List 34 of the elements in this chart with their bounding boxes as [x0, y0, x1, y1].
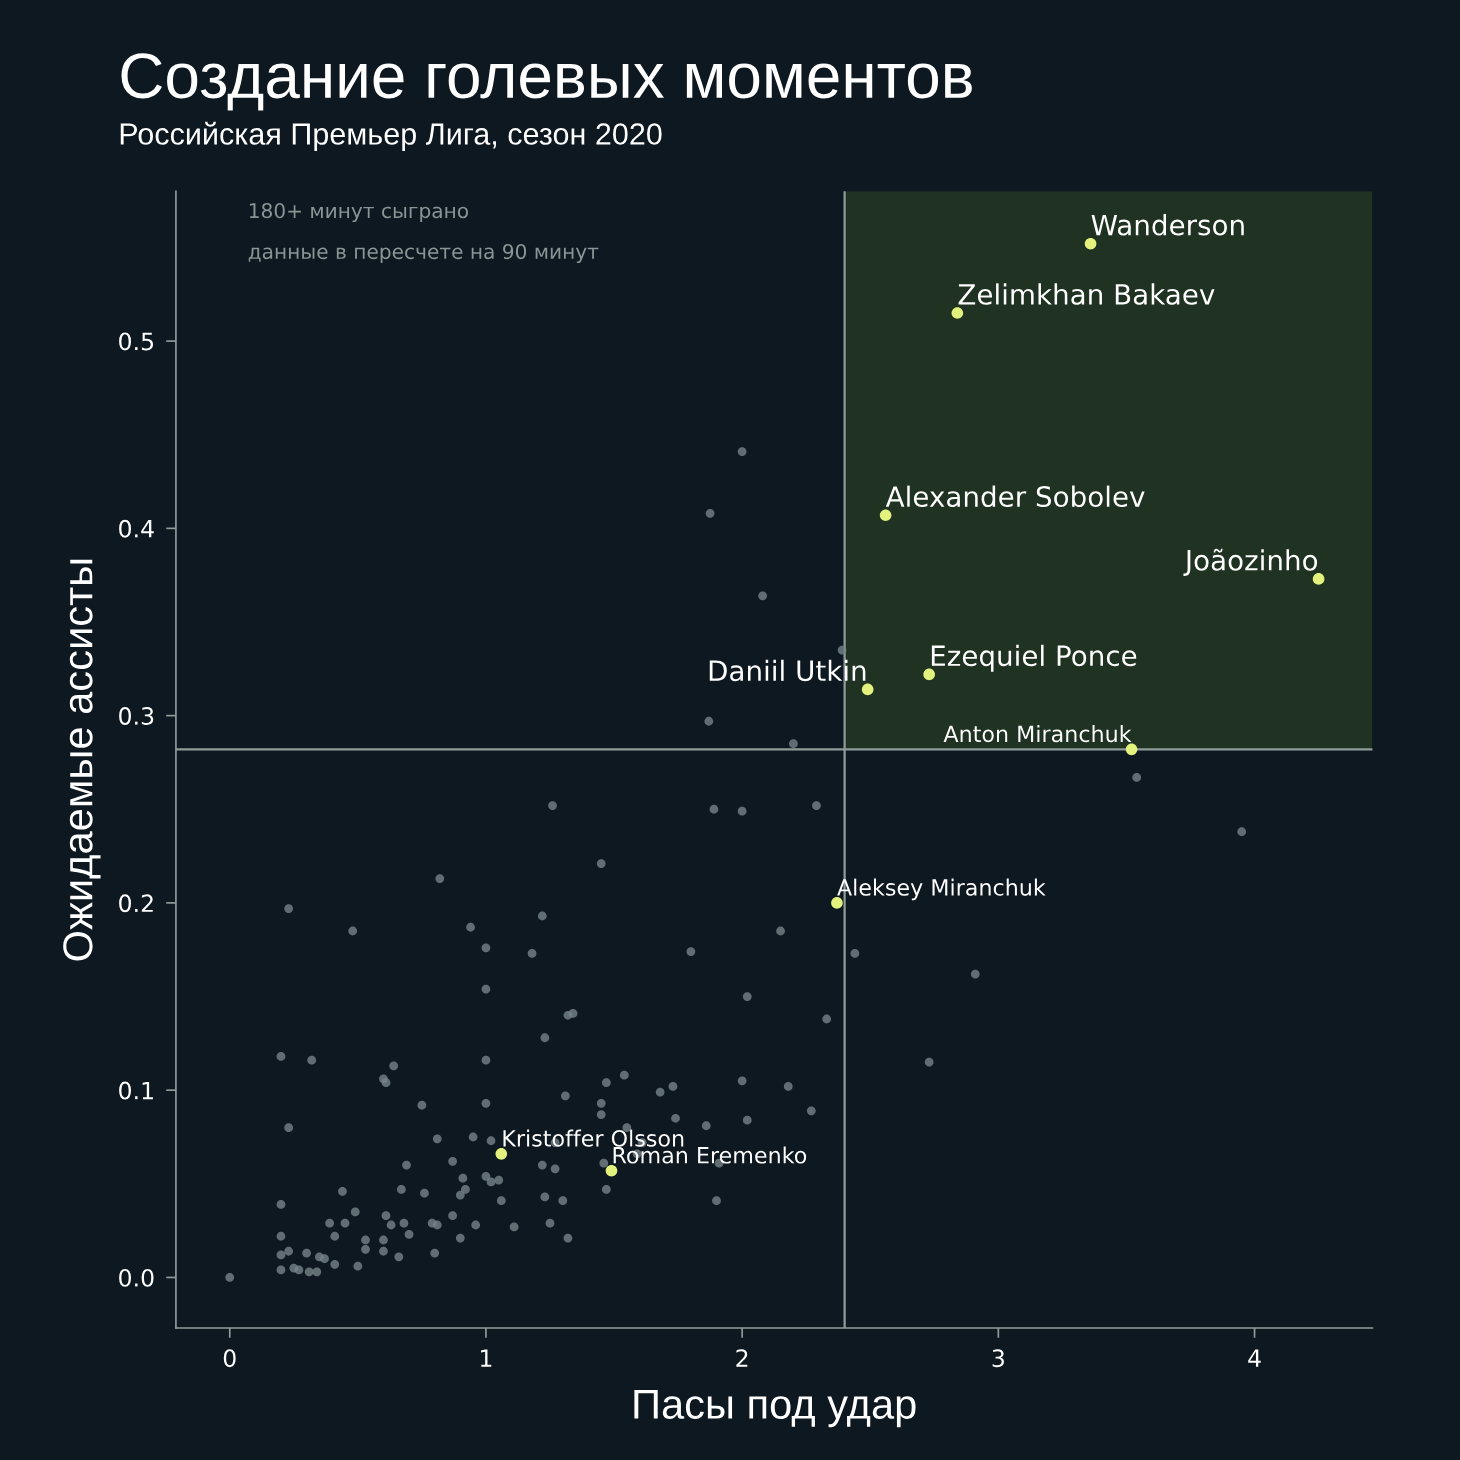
annotation: Aleksey Miranchuk [837, 878, 1046, 901]
point [605, 1164, 618, 1177]
y-axis-title: Ожидаемые ассисты [63, 559, 101, 961]
point [1084, 237, 1097, 250]
y-tick-label: 0.3 [119, 707, 154, 725]
annotation: Zelimkhan Bakaev [958, 283, 1215, 305]
annotation: Kristoffer Olsson [503, 1129, 684, 1147]
y-tick-label: 0.0 [119, 1268, 154, 1287]
x-tick-label: 1 [481, 1349, 492, 1367]
point [495, 1148, 508, 1160]
x-axis-title: Пасы под удар [634, 1389, 916, 1428]
chart-title: Создание голевых моментов [121, 53, 972, 111]
chart-subtitle: Российская Премьер Лига, сезон 2020 [120, 121, 662, 151]
point [1125, 743, 1138, 756]
annotation: Daniil Utkin [709, 659, 866, 682]
annotation: Ezequiel Ponce [931, 644, 1137, 672]
y-tick-label: 0.5 [119, 332, 154, 351]
annotation: данные в пересчете на 90 минут [248, 243, 599, 264]
x-tick-label: 4 [1248, 1349, 1261, 1367]
annotation: Wanderson [1091, 214, 1244, 236]
x-tick-label: 3 [992, 1349, 1004, 1368]
y-tick-label: 0.2 [119, 894, 153, 913]
annotation: Joãozinho [1183, 548, 1318, 576]
y-tick-label: 0.1 [119, 1081, 153, 1100]
point [861, 683, 874, 696]
annotation: Roman Eremenko [613, 1146, 807, 1164]
annotation: 180+ минут сыграно [249, 202, 468, 223]
point [951, 307, 964, 319]
y-tick-label: 0.4 [119, 519, 154, 538]
point [879, 509, 892, 522]
annotation: Alexander Sobolev [885, 485, 1145, 508]
annotation: Anton Miranchuk [943, 725, 1132, 743]
x-tick-label: 0 [223, 1349, 236, 1368]
x-tick-label: 2 [736, 1349, 748, 1367]
